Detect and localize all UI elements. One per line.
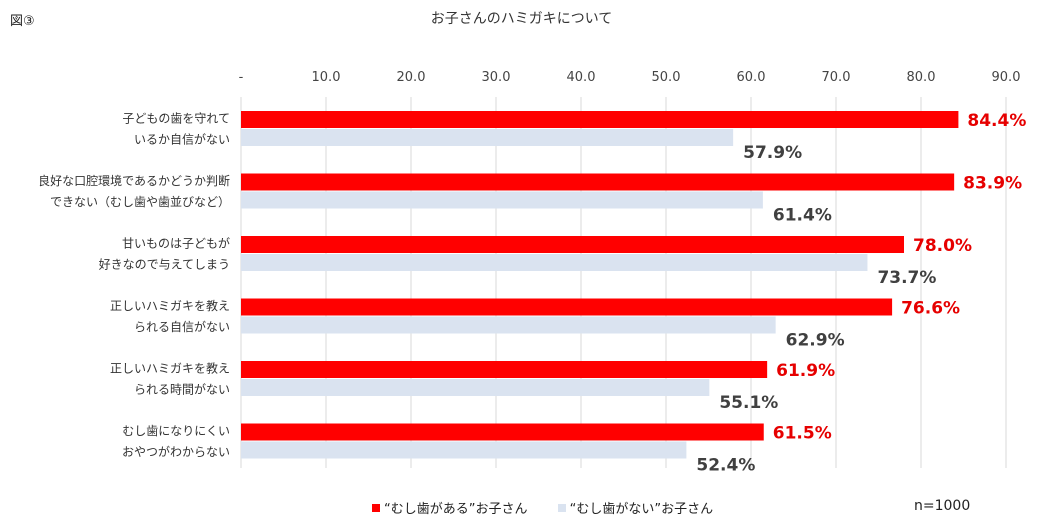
data-label-series-2: 52.4% <box>696 456 755 476</box>
x-tick-label: 70.0 <box>822 70 851 85</box>
category-label: 好きなので与えてしまう <box>99 258 230 272</box>
legend-label-series-1: “むし歯がある”お子さん <box>384 502 528 517</box>
category-label: むし歯になりにくい <box>122 424 230 438</box>
category-label: 良好な口腔環境であるかどうか判断 <box>38 173 230 188</box>
x-tick-label: 90.0 <box>992 70 1021 85</box>
bar-series-2 <box>241 316 776 334</box>
legend-label-series-2: “むし歯がない”お子さん <box>569 502 714 517</box>
chart-title: お子さんのハミガキについて <box>430 11 613 27</box>
bar-series-1 <box>241 361 768 378</box>
x-tick-label: 80.0 <box>907 70 936 85</box>
bar-series-1 <box>241 111 959 128</box>
data-label-series-1: 84.4% <box>967 111 1026 131</box>
legend-swatch-series-2 <box>557 503 566 512</box>
data-label-series-2: 55.1% <box>719 393 778 413</box>
bar-series-2 <box>241 129 734 146</box>
bar-series-2 <box>241 441 687 459</box>
legend-swatch-series-1 <box>372 503 380 512</box>
data-label-series-2: 61.4% <box>773 206 832 226</box>
data-label-series-1: 76.6% <box>901 299 960 319</box>
bar-series-2 <box>241 379 710 396</box>
x-tick-label: 40.0 <box>567 70 596 85</box>
bar-series-2 <box>241 191 763 209</box>
figure-label: 図③ <box>10 14 35 29</box>
category-label: 甘いものは子どもが <box>122 236 230 251</box>
bar-series-1 <box>241 298 893 316</box>
category-label: られる時間がない <box>134 382 230 397</box>
bar-series-1 <box>241 173 955 191</box>
data-label-series-2: 62.9% <box>786 331 845 351</box>
x-tick-label: 60.0 <box>737 70 766 85</box>
category-label: 子どもの歯を守れて <box>122 112 230 126</box>
x-tick-label: 10.0 <box>312 70 341 85</box>
data-label-series-1: 61.5% <box>773 424 832 444</box>
category-label: おやつがわからない <box>122 444 230 459</box>
data-label-series-2: 73.7% <box>877 268 936 288</box>
category-label: できない（むし歯や歯並びなど） <box>50 195 230 209</box>
x-tick-label: 50.0 <box>652 70 681 85</box>
category-label: いるか自信がない <box>134 132 230 147</box>
bar-series-2 <box>241 254 868 271</box>
x-tick-label: 30.0 <box>482 70 511 85</box>
category-label: 正しいハミガキを教え <box>110 361 230 376</box>
data-label-series-1: 61.9% <box>776 361 835 381</box>
data-label-series-2: 57.9% <box>743 143 802 163</box>
bar-series-1 <box>241 423 764 441</box>
legend-item-series-1: “むし歯がある”お子さん <box>372 498 527 517</box>
sample-size-label: n=1000 <box>914 498 971 514</box>
legend-item-series-2: “むし歯がない”お子さん <box>557 498 714 517</box>
legend: “むし歯がある”お子さん “むし歯がない”お子さん <box>372 498 739 517</box>
bar-series-1 <box>241 236 904 253</box>
data-label-series-1: 78.0% <box>913 236 972 256</box>
category-label: 正しいハミガキを教え <box>110 298 230 313</box>
x-tick-label: 20.0 <box>397 70 426 85</box>
category-label: られる自信がない <box>134 319 230 334</box>
x-tick-label: - <box>239 70 244 85</box>
data-label-series-1: 83.9% <box>963 174 1022 194</box>
